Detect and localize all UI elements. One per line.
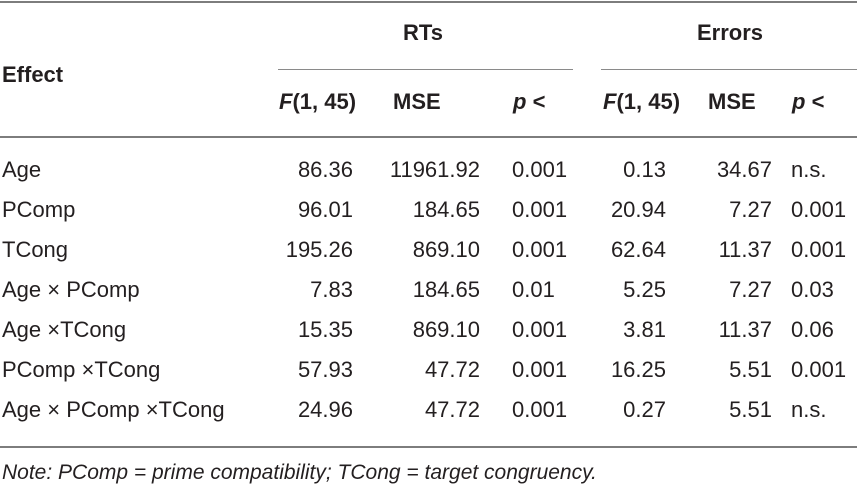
cell-rts-mse: 11961.92	[389, 157, 480, 182]
cell-rts-p: 0.001	[512, 357, 568, 382]
cell-errors-f: 62.64	[610, 237, 666, 262]
cell-errors-p: n.s.	[791, 397, 827, 422]
table-note: Note: PComp = prime compatibility; TCong…	[2, 461, 597, 484]
header-group-rts: RTs	[403, 20, 443, 45]
cell-rts-mse: 869.10	[412, 237, 480, 262]
cell-errors-p: n.s.	[791, 157, 827, 182]
cell-rts-mse: 184.65	[412, 197, 480, 222]
header-col-errors-mse: MSE	[708, 89, 756, 114]
cell-errors-p: 0.03	[791, 277, 834, 302]
cell-errors-mse: 11.37	[718, 237, 772, 262]
cell-rts-f: 7.83	[310, 277, 353, 302]
cell-errors-mse: 34.67	[716, 157, 772, 182]
cell-rts-f: 15.35	[297, 317, 353, 342]
cell-rts-f: 24.96	[297, 397, 353, 422]
cell-errors-f: 0.27	[623, 397, 666, 422]
header-col-errors-f: F(1, 45)	[603, 89, 681, 114]
cell-errors-f: 0.13	[623, 157, 666, 182]
cell-errors-mse: 7.27	[729, 277, 772, 302]
cell-rts-p: 0.01	[512, 277, 555, 302]
cell-errors-mse: 5.51	[729, 397, 772, 422]
cell-errors-mse: 7.27	[729, 197, 772, 222]
cell-errors-f: 20.94	[610, 197, 666, 222]
cell-rts-f: 86.36	[297, 157, 353, 182]
cell-rts-f: 96.01	[297, 197, 353, 222]
cell-rts-f: 57.93	[297, 357, 353, 382]
cell-errors-f: 5.25	[623, 277, 666, 302]
cell-errors-f: 16.25	[610, 357, 666, 382]
cell-errors-f: 3.81	[623, 317, 666, 342]
cell-rts-mse: 184.65	[412, 277, 480, 302]
row-effect-label: Age × PComp ×TCong	[2, 397, 225, 422]
cell-errors-p: 0.001	[791, 357, 847, 382]
cell-rts-p: 0.001	[512, 237, 568, 262]
row-effect-label: PComp ×TCong	[2, 357, 161, 382]
header-col-rts-p: p <	[513, 89, 546, 114]
cell-rts-mse: 47.72	[424, 397, 480, 422]
cell-rts-mse: 869.10	[412, 317, 480, 342]
cell-errors-p: 0.001	[791, 197, 847, 222]
header-col-rts-f: F(1, 45)	[279, 89, 357, 114]
row-effect-label: Age	[2, 157, 42, 182]
table-top-rule	[0, 1, 857, 3]
header-col-rts-mse: MSE	[393, 89, 441, 114]
header-col-errors-p: p <	[792, 89, 825, 114]
cell-errors-mse: 11.37	[718, 317, 772, 342]
header-effect: Effect	[2, 62, 64, 87]
table-bottom-rule	[0, 446, 857, 448]
cell-rts-mse: 47.72	[424, 357, 480, 382]
header-group-errors: Errors	[696, 20, 764, 45]
cell-rts-p: 0.001	[512, 397, 568, 422]
rts-group-rule	[278, 69, 573, 70]
row-effect-label: TCong	[2, 237, 69, 262]
cell-rts-f: 195.26	[285, 237, 353, 262]
cell-rts-p: 0.001	[512, 317, 568, 342]
errors-group-rule	[601, 69, 857, 70]
row-effect-label: Age × PComp	[2, 277, 140, 302]
cell-errors-p: 0.001	[791, 237, 847, 262]
cell-rts-p: 0.001	[512, 197, 568, 222]
cell-errors-mse: 5.51	[729, 357, 772, 382]
row-effect-label: Age ×TCong	[2, 317, 127, 342]
cell-errors-p: 0.06	[791, 317, 834, 342]
header-bottom-rule	[0, 136, 857, 138]
cell-rts-p: 0.001	[512, 157, 568, 182]
row-effect-label: PComp	[2, 197, 76, 222]
